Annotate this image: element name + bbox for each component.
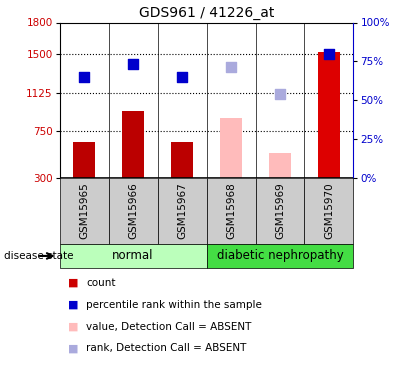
- Text: ■: ■: [68, 300, 79, 310]
- Bar: [206, 244, 353, 268]
- Text: rank, Detection Call = ABSENT: rank, Detection Call = ABSENT: [86, 344, 247, 353]
- Bar: [109, 178, 157, 244]
- Text: value, Detection Call = ABSENT: value, Detection Call = ABSENT: [86, 322, 252, 332]
- Text: GSM15970: GSM15970: [324, 183, 334, 239]
- Bar: [206, 178, 256, 244]
- Bar: [157, 178, 206, 244]
- Point: [228, 64, 234, 70]
- Bar: [122, 111, 144, 178]
- Text: ■: ■: [68, 322, 79, 332]
- Bar: [318, 51, 340, 178]
- Bar: [269, 153, 291, 178]
- Text: GSM15968: GSM15968: [226, 183, 236, 239]
- Text: GSM15967: GSM15967: [177, 183, 187, 239]
- Text: diabetic nephropathy: diabetic nephropathy: [217, 249, 343, 262]
- Text: count: count: [86, 278, 116, 288]
- Bar: [73, 142, 95, 178]
- Text: normal: normal: [112, 249, 154, 262]
- Bar: [171, 142, 193, 178]
- Point: [326, 51, 332, 57]
- Bar: [305, 178, 353, 244]
- Text: percentile rank within the sample: percentile rank within the sample: [86, 300, 262, 310]
- Bar: [60, 244, 206, 268]
- Text: disease state: disease state: [4, 251, 74, 261]
- Point: [179, 75, 185, 81]
- Bar: [220, 118, 242, 178]
- Text: ■: ■: [68, 344, 79, 353]
- Text: GSM15969: GSM15969: [275, 183, 285, 239]
- Title: GDS961 / 41226_at: GDS961 / 41226_at: [139, 6, 274, 20]
- Bar: [60, 178, 109, 244]
- Text: GSM15965: GSM15965: [79, 183, 89, 239]
- Bar: [256, 178, 305, 244]
- Text: GSM15966: GSM15966: [128, 183, 138, 239]
- Point: [277, 91, 283, 97]
- Point: [130, 61, 136, 67]
- Text: ■: ■: [68, 278, 79, 288]
- Point: [81, 75, 88, 81]
